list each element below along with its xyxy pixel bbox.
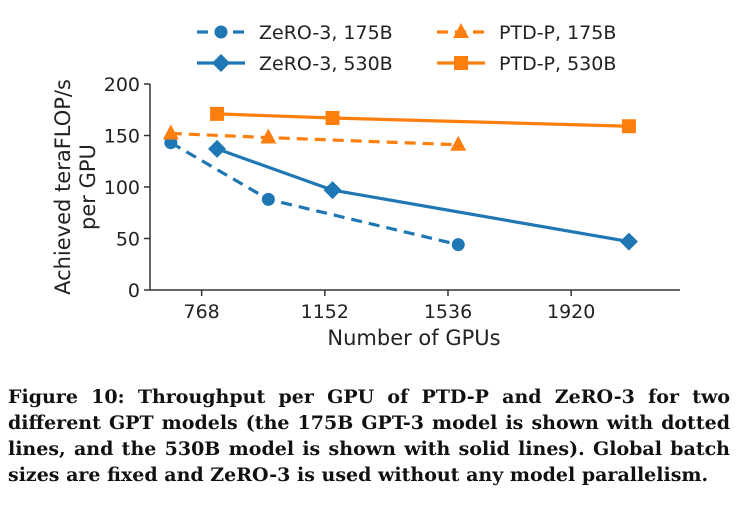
y-axis-label-line-1: Achieved teraFLOP/s	[51, 79, 75, 295]
x-axis-label: Number of GPUs	[327, 326, 500, 350]
y-axis-label-line-2: per GPU	[76, 144, 100, 230]
data-point-diamond	[208, 139, 227, 158]
legend-label: ZeRO-3, 530B	[259, 53, 393, 75]
legend: ZeRO-3, 175B PTD-P, 175B ZeRO-3, 530B PTD-P…	[197, 22, 616, 75]
y-tick-label: 50	[116, 229, 140, 251]
data-point-diamond	[619, 232, 638, 251]
legend-marker-diamond	[212, 54, 230, 72]
legend-label: PTD-P, 175B	[499, 22, 616, 44]
legend-entry: ZeRO-3, 530B	[197, 53, 393, 75]
series-line	[216, 112, 629, 128]
legend-entry: PTD-P, 175B	[437, 22, 616, 44]
legend-entry: ZeRO-3, 175B	[197, 22, 393, 44]
x-tick-label: 1920	[547, 301, 595, 323]
legend-label: PTD-P, 530B	[499, 53, 616, 75]
legend-marker-square	[454, 56, 468, 70]
figure-caption: Figure 10: Throughput per GPU of PTD-P a…	[8, 386, 730, 486]
x-tick-label: 1152	[301, 301, 349, 323]
y-axis-label-group: Achieved teraFLOP/s per GPU	[51, 79, 100, 295]
series-group	[162, 106, 638, 252]
data-point-square	[210, 106, 225, 121]
series-ptd-p-175b	[162, 124, 467, 151]
x-tick-label: 1536	[424, 301, 472, 323]
legend-label: ZeRO-3, 175B	[259, 22, 393, 44]
series-ptd-p-530b	[210, 106, 636, 134]
data-point-circle	[261, 192, 275, 206]
data-point-diamond	[323, 181, 342, 200]
data-point-triangle	[260, 128, 277, 144]
y-tick-label: 150	[104, 126, 140, 148]
series-line	[216, 147, 630, 244]
legend-marker-circle	[214, 25, 228, 39]
legend-entry: PTD-P, 530B	[437, 53, 616, 75]
throughput-chart: ZeRO-3, 175B PTD-P, 175B ZeRO-3, 530B PTD-P…	[51, 22, 680, 350]
x-tick-label: 768	[184, 301, 220, 323]
y-tick-label: 0	[128, 280, 140, 302]
data-point-circle	[451, 238, 465, 252]
axes: 0 50 100 150 200 768 1152 1536 1920	[104, 74, 680, 323]
y-tick-label: 100	[104, 177, 140, 199]
series-line	[170, 141, 459, 247]
data-point-triangle	[450, 135, 467, 151]
data-point-square	[621, 119, 636, 134]
data-point-square	[325, 110, 340, 125]
data-point-triangle	[162, 124, 179, 140]
data-point-circle	[164, 136, 178, 150]
y-tick-label: 200	[104, 74, 140, 96]
series-zero-3-175b	[164, 136, 465, 252]
series-zero-3-530b	[208, 139, 638, 251]
legend-marker-triangle	[453, 23, 469, 38]
